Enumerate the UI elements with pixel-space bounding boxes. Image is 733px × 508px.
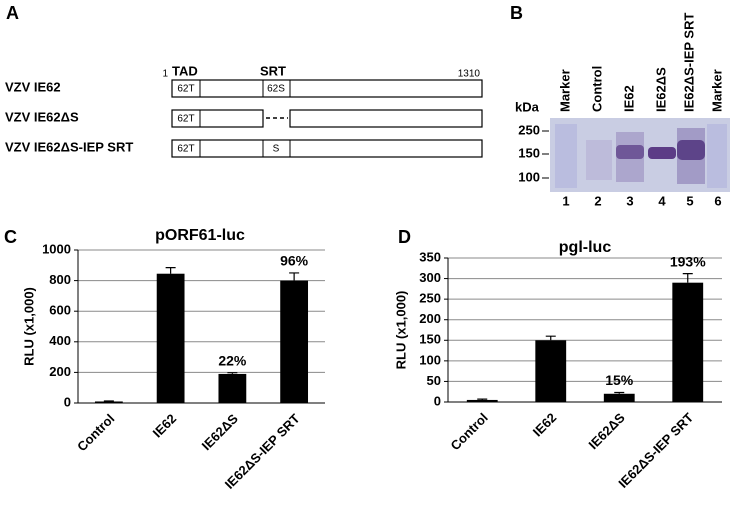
lane-label: Marker bbox=[557, 69, 572, 112]
lane-smear bbox=[616, 132, 644, 182]
lane-label: Control bbox=[589, 66, 604, 112]
annotation: 15% bbox=[605, 372, 634, 388]
y-axis-label: RLU (x1,000) bbox=[21, 287, 36, 366]
marker-lane bbox=[555, 124, 577, 188]
lane-number: 4 bbox=[658, 193, 666, 208]
marker-label: 250 bbox=[518, 122, 540, 137]
chart-title: pgl-luc bbox=[559, 239, 612, 256]
y-axis-label: RLU (x1,000) bbox=[393, 291, 408, 370]
construct-box bbox=[289, 109, 483, 128]
construct-box bbox=[171, 79, 483, 98]
annotation: 96% bbox=[280, 253, 309, 269]
start-label: 1 bbox=[162, 69, 168, 80]
box-label: 62S bbox=[267, 84, 285, 95]
panel-label: D bbox=[398, 227, 411, 247]
y-tick-label: 0 bbox=[64, 394, 71, 409]
x-tick-label: Control bbox=[448, 410, 491, 453]
bar bbox=[94, 401, 123, 403]
bar bbox=[535, 340, 567, 402]
construct-box bbox=[171, 109, 264, 128]
lane-number: 3 bbox=[626, 193, 633, 208]
bar bbox=[280, 280, 309, 403]
error-bar bbox=[227, 372, 238, 374]
domain-label: TAD bbox=[172, 63, 198, 78]
band bbox=[648, 147, 676, 159]
annotation: 22% bbox=[218, 352, 247, 368]
construct-box bbox=[171, 139, 483, 158]
y-tick-label: 250 bbox=[419, 291, 441, 306]
x-tick-label: IE62ΔS bbox=[586, 410, 628, 452]
gel-unit: kDa bbox=[515, 99, 540, 114]
panel-label: B bbox=[510, 3, 523, 23]
box-label: 62T bbox=[177, 144, 194, 155]
panel-label: A bbox=[6, 3, 19, 23]
lane-smear bbox=[677, 128, 705, 184]
construct-name: VZV IE62ΔS-IEP SRT bbox=[5, 139, 133, 154]
lane-smear bbox=[586, 140, 612, 180]
error-bar bbox=[289, 272, 300, 281]
x-tick-label: IE62ΔS bbox=[199, 411, 241, 453]
construct-name: VZV IE62 bbox=[5, 79, 61, 94]
chart-title: pORF61-luc bbox=[155, 227, 245, 244]
construct-name: VZV IE62ΔS bbox=[5, 109, 79, 124]
lane-label: IE62 bbox=[621, 85, 636, 112]
lane-label: IE62ΔS bbox=[653, 67, 668, 112]
error-bar bbox=[682, 273, 693, 283]
error-bar bbox=[165, 266, 176, 274]
box-label: 62T bbox=[177, 114, 194, 125]
x-tick-label: Control bbox=[74, 411, 117, 454]
x-tick-label: IE62 bbox=[530, 410, 560, 440]
y-tick-label: 50 bbox=[427, 373, 441, 388]
x-tick-label: IE62 bbox=[150, 411, 180, 441]
y-tick-label: 1000 bbox=[42, 241, 71, 256]
bar bbox=[672, 282, 704, 402]
lane-number: 2 bbox=[594, 193, 601, 208]
y-tick-label: 600 bbox=[49, 303, 71, 318]
bar bbox=[603, 393, 635, 402]
marker-label: 150 bbox=[518, 145, 540, 160]
lane-number: 5 bbox=[686, 193, 693, 208]
end-label: 1310 bbox=[458, 69, 481, 80]
panel-label: C bbox=[4, 227, 17, 247]
box-label: 62T bbox=[177, 84, 194, 95]
bar bbox=[466, 399, 498, 402]
x-tick-label: IE62ΔS-IEP SRT bbox=[615, 410, 696, 491]
error-bar bbox=[545, 335, 556, 341]
lane-label: Marker bbox=[709, 69, 724, 112]
error-bar bbox=[477, 398, 488, 400]
marker-label: 100 bbox=[518, 169, 540, 184]
y-tick-label: 350 bbox=[419, 249, 441, 264]
box-label: S bbox=[273, 144, 280, 155]
error-bar bbox=[614, 391, 625, 394]
lane-number: 6 bbox=[714, 193, 721, 208]
y-tick-label: 400 bbox=[49, 333, 71, 348]
y-tick-label: 100 bbox=[419, 352, 441, 367]
y-tick-label: 150 bbox=[419, 332, 441, 347]
y-tick-label: 0 bbox=[434, 393, 441, 408]
lane-number: 1 bbox=[562, 193, 569, 208]
y-tick-label: 200 bbox=[419, 311, 441, 326]
domain-label: SRT bbox=[260, 63, 286, 78]
y-tick-label: 800 bbox=[49, 272, 71, 287]
marker-lane bbox=[707, 124, 727, 188]
lane-label: IE62ΔS-IEP SRT bbox=[681, 13, 696, 112]
annotation: 193% bbox=[670, 253, 706, 269]
y-tick-label: 200 bbox=[49, 364, 71, 379]
bar bbox=[218, 373, 247, 403]
y-tick-label: 300 bbox=[419, 270, 441, 285]
bar bbox=[156, 273, 185, 403]
